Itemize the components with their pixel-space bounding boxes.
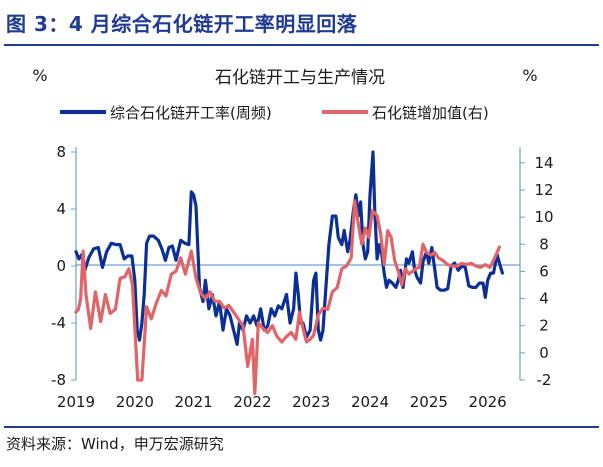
y-right-tick-label: 2 bbox=[539, 317, 549, 335]
y-left-tick-label: 0 bbox=[56, 257, 66, 275]
x-tick-label: 2020 bbox=[116, 393, 154, 411]
series-line-1 bbox=[74, 150, 504, 346]
x-tick-label: 2023 bbox=[292, 393, 330, 411]
series-line-2 bbox=[74, 199, 501, 396]
y-left-tick-label: 8 bbox=[56, 143, 66, 161]
y-right-tick-label: 12 bbox=[534, 181, 553, 199]
source-rule bbox=[4, 426, 599, 428]
legend-label-series-2: 石化链增加值(右) bbox=[372, 104, 489, 122]
y-left-tick-label: -8 bbox=[51, 371, 66, 389]
y-right-tick-label: 10 bbox=[534, 208, 553, 226]
series-lines bbox=[74, 150, 504, 396]
y-left-unit: % bbox=[32, 66, 47, 85]
y-left-tick-label: -4 bbox=[51, 314, 66, 332]
x-tick-label: 2026 bbox=[469, 393, 507, 411]
x-tick-label: 2025 bbox=[410, 393, 448, 411]
y-right-tick-label: 8 bbox=[539, 235, 549, 253]
x-tick-label: 2022 bbox=[233, 393, 271, 411]
title-rule bbox=[4, 44, 599, 46]
y-right-tick-label: -2 bbox=[537, 371, 552, 389]
tick-labels: 8 4 0 -4 -8 14 12 10 8 6 4 2 0 -2 2019 2020 2021 2022 2023… bbox=[51, 143, 554, 411]
x-tick-label: 2019 bbox=[57, 393, 95, 411]
y-right-unit: % bbox=[522, 66, 537, 85]
x-tick-label: 2021 bbox=[175, 393, 213, 411]
y-right-tick-label: 4 bbox=[539, 290, 549, 308]
legend-label-series-1: 综合石化链开工率(周频) bbox=[110, 104, 272, 122]
y-right-tick-label: 0 bbox=[539, 344, 549, 362]
x-tick-label: 2024 bbox=[351, 393, 389, 411]
figure-title: 图 3：4 月综合石化链开工率明显回落 bbox=[6, 12, 358, 36]
y-left-tick-label: 4 bbox=[56, 200, 66, 218]
legend: 综合石化链开工率(周频) 石化链增加值(右) bbox=[60, 104, 489, 122]
chart-title: 石化链开工与生产情况 bbox=[215, 68, 385, 88]
y-right-tick-label: 6 bbox=[539, 262, 549, 280]
source-note: 资料来源：Wind，申万宏源研究 bbox=[6, 435, 224, 453]
y-right-tick-label: 14 bbox=[534, 154, 553, 172]
axes bbox=[71, 147, 525, 381]
